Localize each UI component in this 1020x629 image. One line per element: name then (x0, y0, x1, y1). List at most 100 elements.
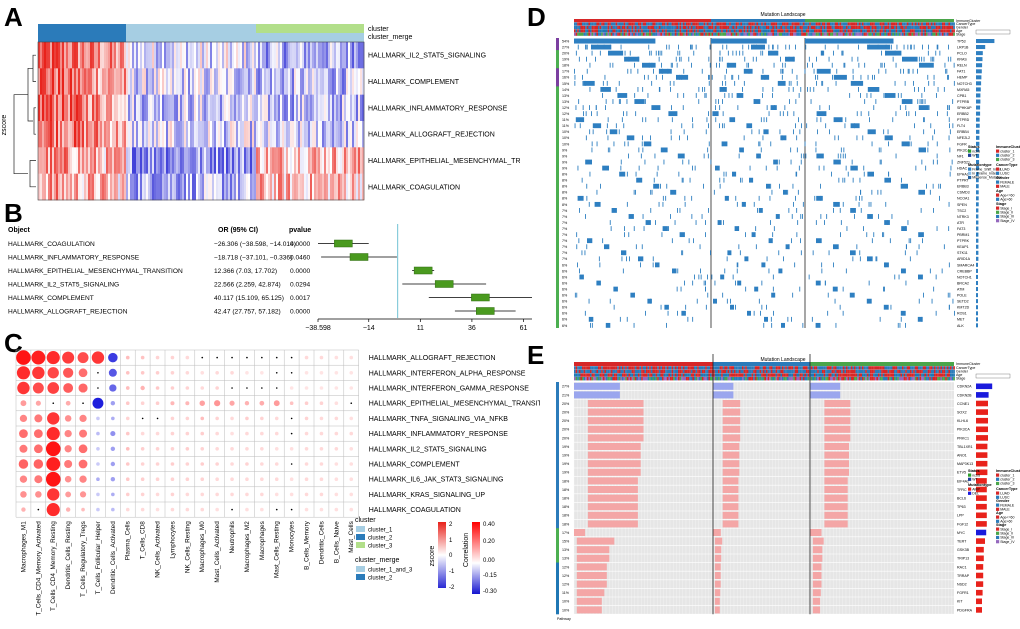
mutation-tick (937, 87, 939, 92)
mutation-tick (880, 62, 882, 68)
track-cell (721, 377, 723, 381)
gene-name: ERBB3 (957, 185, 969, 189)
track-cell (918, 366, 920, 370)
mutation-tick (854, 123, 855, 129)
heatmap-cell (84, 121, 87, 148)
mutation-block (737, 280, 742, 286)
mutation-block (613, 286, 618, 292)
track-cell (783, 377, 786, 381)
track-cell (799, 32, 802, 36)
track-cell (822, 22, 824, 26)
track-cell (735, 377, 738, 381)
heatmap-cell (224, 121, 227, 148)
gene-name: CPB1 (957, 94, 966, 98)
track-cell (631, 377, 634, 381)
heatmap-cell (326, 94, 329, 122)
mutation-tick (745, 232, 746, 238)
dot-nonsig (290, 463, 293, 465)
mutation-tick (773, 62, 775, 68)
mutation-tick (776, 159, 778, 165)
track-cell (646, 22, 648, 26)
mutation-tick (856, 111, 858, 117)
corr-tick-m015: -0.15 (483, 573, 497, 579)
gene-name: NOTCH1 (957, 275, 972, 279)
track-cell (690, 22, 693, 26)
track-cell (905, 366, 907, 370)
cnv-amp-block (810, 529, 822, 536)
heatmap-cell (196, 121, 199, 148)
forest-row-label: HALLMARK_COAGULATION (8, 241, 95, 248)
mutation-block (585, 159, 592, 165)
mutation-tick (635, 111, 637, 117)
mutation-tick (745, 286, 747, 292)
heatmap-cell (106, 147, 109, 174)
track-cell (690, 29, 693, 33)
heatmap-cell (80, 121, 83, 148)
heatmap-cell (110, 68, 113, 95)
track-cell (834, 29, 837, 33)
track-cell (868, 369, 871, 374)
track-cell (583, 25, 586, 29)
track-cell (628, 25, 631, 29)
heatmap-cell (174, 94, 177, 122)
mutation-tick (868, 280, 870, 286)
track-cell (730, 373, 733, 377)
dot-correlation (349, 492, 354, 497)
mutation-tick (576, 232, 578, 238)
mutation-tick (905, 226, 906, 231)
legend-title: Status (968, 145, 980, 149)
track-cell (929, 22, 931, 26)
dot-correlation (214, 400, 221, 407)
track-cell (662, 22, 664, 26)
mutation-tick (657, 117, 659, 123)
heatmap-cell (216, 173, 219, 201)
mutation-tick (908, 238, 910, 244)
mutation-tick (680, 286, 682, 292)
track-cell (641, 25, 643, 29)
mutation-tick (773, 310, 774, 316)
gene-name: BCL6 (957, 497, 966, 501)
mutation-tick (738, 226, 740, 231)
track-cell (924, 373, 927, 377)
mutation-block (918, 189, 925, 195)
cnv-amp-block (714, 546, 722, 554)
track-cell (698, 25, 701, 29)
mutation-tick (621, 117, 623, 123)
track-cell (889, 369, 891, 374)
gene-name: SMARCA4 (957, 263, 974, 267)
heatmap-cell (330, 42, 333, 69)
track-cell (692, 29, 695, 33)
mutation-block (715, 165, 720, 171)
track-cell (657, 29, 659, 33)
track-cell (839, 377, 842, 381)
heatmap-cell (166, 68, 169, 95)
heatmap-cell (336, 68, 339, 95)
track-cell (649, 366, 651, 370)
track-cell (686, 22, 688, 26)
track-cell (646, 377, 648, 381)
annotation-track-label: Age (956, 373, 962, 377)
mutation-block (611, 208, 617, 213)
track-cell (594, 377, 597, 381)
track-cell (623, 22, 626, 26)
track-cell (591, 373, 594, 377)
mutation-tick (647, 93, 649, 98)
mutation-tick (897, 93, 899, 98)
heatmap-cell (142, 94, 145, 122)
track-cell (937, 22, 939, 26)
track-cell (895, 369, 898, 374)
heatmap-cell (132, 121, 135, 148)
heatmap-cell (106, 42, 109, 69)
track-cell (774, 377, 776, 381)
dot-correlation (111, 416, 115, 421)
gene-pct: 6% (562, 263, 568, 267)
dotplot-row-label: HALLMARK_KRAS_SIGNALING_UP (369, 492, 486, 499)
mutation-tick (730, 298, 731, 304)
gene-pct: 20% (562, 436, 570, 440)
track-cell (882, 25, 885, 29)
gene-name: TFRC (957, 488, 967, 492)
track-cell (606, 22, 608, 26)
cnv-legend: Statusnc6SWTMutationtypeAMPDELImmuneClus… (968, 373, 1020, 544)
mutation-block (754, 286, 759, 292)
dot-correlation (79, 429, 88, 438)
